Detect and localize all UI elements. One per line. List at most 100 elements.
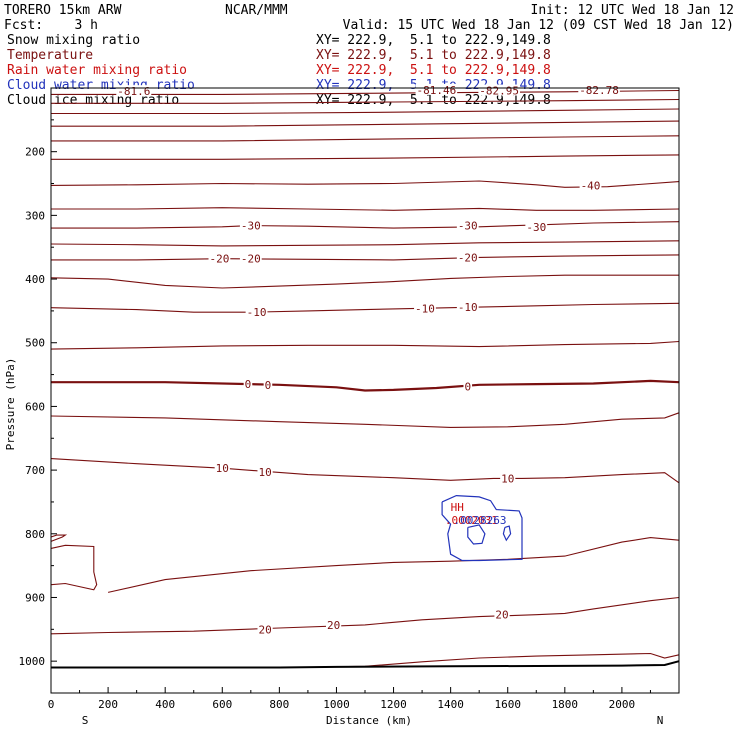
y-tick-label-600: 600 xyxy=(25,400,45,413)
isotherm-label-4: -40 xyxy=(581,179,601,192)
isotherm-label-9: -20 xyxy=(241,253,261,266)
isotherm-label-11-bg xyxy=(245,306,268,318)
isotherm-label-21-bg xyxy=(326,618,342,630)
x-tick-label-600: 600 xyxy=(212,698,232,711)
x-tick-label-1400: 1400 xyxy=(437,698,464,711)
y-tick-label-500: 500 xyxy=(25,337,45,350)
y-tick-label-300: 300 xyxy=(25,209,45,222)
isotherm-label-21: 20 xyxy=(327,619,340,632)
x-tick-label-1800: 1800 xyxy=(552,698,579,711)
isotherm-0-14 xyxy=(51,379,680,392)
legend-snow-xy: XY= 222.9, 5.1 to 222.9,149.8 xyxy=(316,33,551,48)
legend-cloud-ice-xy: XY= 222.9, 5.1 to 222.9,149.8 xyxy=(316,93,551,108)
y-tick-label-900: 900 xyxy=(25,591,45,604)
isotherm-label-13: -10 xyxy=(458,301,478,314)
x-tick-label-200: 200 xyxy=(98,698,118,711)
isotherm--10-12 xyxy=(50,302,680,313)
surface-line xyxy=(51,660,680,669)
south-label: S xyxy=(82,714,89,727)
plot-frame xyxy=(50,87,680,694)
valid-time: Valid: 15 UTC Wed 18 Jan 12 (09 CST Wed … xyxy=(343,18,734,33)
isotherm-label-6-bg xyxy=(456,219,479,231)
cloud-water-contour-0 xyxy=(441,494,523,562)
isotherm-label-1-bg xyxy=(415,83,458,95)
isotherm-label-11: -10 xyxy=(247,306,267,319)
isotherm-label-7: -30 xyxy=(526,221,546,234)
isotherm-label-14-bg xyxy=(243,378,253,390)
cloud-water-contour-2 xyxy=(502,525,512,542)
x-tick-label-800: 800 xyxy=(269,698,289,711)
isotherm-label-10-bg xyxy=(456,251,479,263)
isotherm-label-12: -10 xyxy=(415,302,435,315)
isotherm-15-20 xyxy=(50,544,98,591)
legend-temperature-xy: XY= 222.9, 5.1 to 222.9,149.8 xyxy=(316,48,551,63)
isotherm-label-18-bg xyxy=(257,466,273,478)
isotherm--50-4 xyxy=(51,135,680,142)
model-title: TORERO 15km ARW xyxy=(4,3,122,18)
north-label: N xyxy=(657,714,664,727)
x-tick-label-0: 0 xyxy=(48,698,55,711)
isotherm-label-20-bg xyxy=(257,623,273,635)
cloud-water-contour-1 xyxy=(467,524,486,545)
isotherm-label-10: -20 xyxy=(458,251,478,264)
isotherm-5-15 xyxy=(50,412,680,428)
isotherm--60-2 xyxy=(51,108,680,115)
isotherm-label-22-bg xyxy=(494,608,510,620)
isotherm-label-15-bg xyxy=(263,378,273,390)
isotherm--20-10 xyxy=(51,254,680,261)
isotherm--25-9 xyxy=(50,240,680,247)
forecast-hour: Fcst: 3 h xyxy=(4,18,98,33)
isotherm-label-18: 10 xyxy=(258,466,271,479)
x-tick-label-400: 400 xyxy=(155,698,175,711)
y-tick-label-400: 400 xyxy=(25,273,45,286)
isotherm-label-20: 20 xyxy=(258,623,271,636)
isotherm-label-0: -81.6 xyxy=(117,85,150,98)
isotherm-label-7-bg xyxy=(525,220,548,232)
x-tick-label-1600: 1600 xyxy=(494,698,521,711)
isotherm-label-17: 10 xyxy=(216,462,229,475)
x-axis-title: Distance (km) xyxy=(326,714,412,727)
isotherm-label-3-bg xyxy=(578,83,620,95)
legend-cloud-water-label: Cloud water mixing ratio xyxy=(7,78,195,93)
isotherm-label-16: 0 xyxy=(464,381,471,394)
isotherm-label-2-bg xyxy=(478,84,520,96)
rain-label-1: .0002031 xyxy=(445,514,498,527)
isotherm--45-5 xyxy=(51,154,680,160)
isotherm-label-19: 10 xyxy=(501,472,514,485)
isotherm-label-6: -30 xyxy=(458,220,478,233)
isotherm-15-17 xyxy=(107,537,680,593)
legend-cloud-ice-label: Cloud ice mixing ratio xyxy=(7,93,179,108)
cloud-water-layer xyxy=(441,494,523,562)
isotherm-label-13-bg xyxy=(456,301,479,313)
isotherm--15-11 xyxy=(50,274,679,289)
isotherm-15-21 xyxy=(50,534,68,542)
isotherm-layer xyxy=(50,89,680,669)
x-tick-label-1000: 1000 xyxy=(323,698,350,711)
isotherm--35-7 xyxy=(51,207,680,211)
legend-rain-xy: XY= 222.9, 5.1 to 222.9,149.8 xyxy=(316,63,551,78)
isotherm--30-8 xyxy=(51,221,680,229)
y-tick-label-200: 200 xyxy=(25,146,45,159)
x-tick-label-1200: 1200 xyxy=(380,698,407,711)
isotherm-label-22: 20 xyxy=(495,609,508,622)
isotherm-label-5: -30 xyxy=(241,220,261,233)
y-axis-title: Pressure (hPa) xyxy=(4,358,17,451)
y-tick-label-700: 700 xyxy=(25,464,45,477)
axis-layer: 0 200 400 600 800 1000 1200 1400 1600 1800 2000200… xyxy=(19,119,651,711)
legend-rain-label: Rain water mixing ratio xyxy=(7,63,187,78)
legend-temperature-label: Temperature xyxy=(7,48,93,63)
isotherm-label-3: -82.78 xyxy=(579,84,619,97)
isotherm-25-19 xyxy=(279,652,680,669)
isotherm-20-18 xyxy=(50,596,680,635)
isotherm-label-12-bg xyxy=(414,302,436,314)
isotherm-label-4-bg xyxy=(579,179,602,191)
isotherm--55-3 xyxy=(51,120,680,127)
legend-snow-label: Snow mixing ratio xyxy=(7,33,140,48)
isotherm-label-14: 0 xyxy=(245,378,252,391)
isotherm-label-1: -81.46 xyxy=(416,84,456,97)
x-tick-label-2000: 2000 xyxy=(609,698,636,711)
isotherm-label-9-bg xyxy=(239,252,262,264)
center-title: NCAR/MMM xyxy=(225,3,288,18)
contour-label-layer: -81.6 -81.46 -82.95 -82.78 -40 -30 -30 -30 -20 -2… xyxy=(116,83,620,636)
